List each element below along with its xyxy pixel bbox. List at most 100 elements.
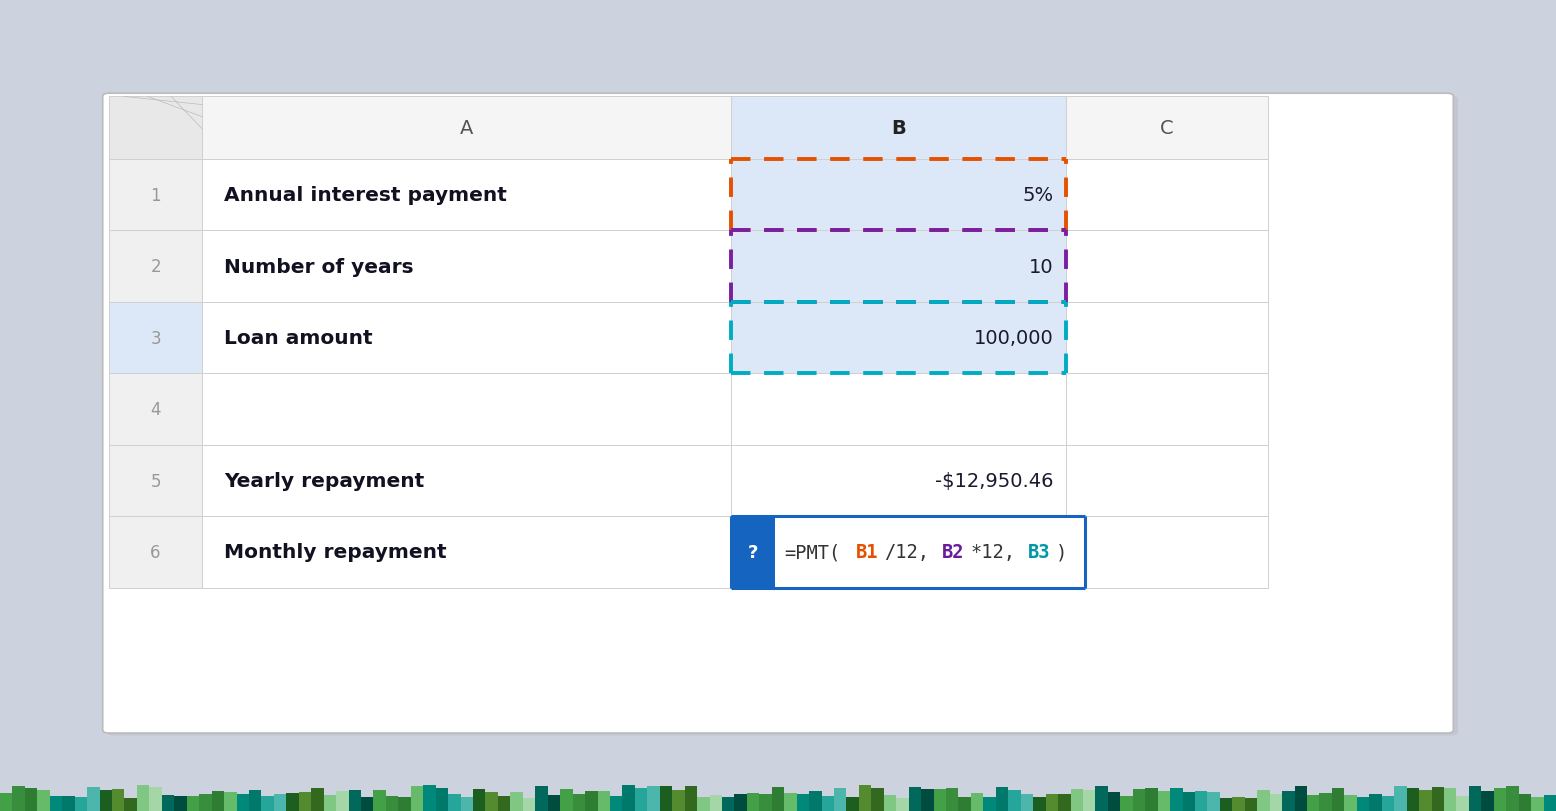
Bar xyxy=(386,796,398,811)
Bar xyxy=(1270,794,1282,811)
Bar xyxy=(1382,796,1394,811)
Bar xyxy=(1220,798,1232,811)
Text: -$12,950.46: -$12,950.46 xyxy=(935,471,1053,491)
Bar xyxy=(1170,788,1183,811)
Bar xyxy=(697,797,710,811)
Bar xyxy=(109,160,202,231)
Bar xyxy=(1066,374,1268,445)
Bar xyxy=(1108,792,1120,811)
Bar xyxy=(1095,787,1108,811)
Bar xyxy=(610,796,622,811)
Bar xyxy=(1519,794,1531,811)
Bar xyxy=(523,797,535,811)
Bar xyxy=(1481,791,1494,811)
Bar xyxy=(846,797,859,811)
Bar xyxy=(1066,97,1268,160)
Bar xyxy=(249,790,261,811)
Bar xyxy=(286,793,299,811)
Bar xyxy=(436,787,448,811)
Bar xyxy=(37,790,50,811)
Bar xyxy=(1432,787,1444,811)
Bar xyxy=(1066,231,1268,303)
Text: Annual interest payment: Annual interest payment xyxy=(224,186,507,205)
Bar xyxy=(162,796,174,811)
Text: =PMT(: =PMT( xyxy=(784,543,840,562)
Bar xyxy=(261,796,274,811)
Bar xyxy=(1046,794,1058,811)
Bar xyxy=(202,445,731,517)
Bar xyxy=(202,517,731,588)
Bar xyxy=(548,795,560,811)
Text: B3: B3 xyxy=(1027,543,1050,562)
Bar xyxy=(1071,788,1083,811)
Bar xyxy=(336,792,349,811)
Bar xyxy=(598,791,610,811)
Text: Monthly repayment: Monthly repayment xyxy=(224,543,447,562)
Text: *12,: *12, xyxy=(971,543,1016,562)
Bar xyxy=(485,792,498,811)
Bar xyxy=(25,788,37,811)
Bar xyxy=(349,791,361,811)
Text: 5: 5 xyxy=(151,472,160,490)
Bar xyxy=(100,790,112,811)
Bar xyxy=(109,517,202,588)
Bar xyxy=(448,794,461,811)
Bar xyxy=(1369,794,1382,811)
Bar xyxy=(731,160,1066,231)
Bar xyxy=(361,797,373,811)
Text: Yearly repayment: Yearly repayment xyxy=(224,471,425,491)
Bar xyxy=(50,796,62,811)
Bar xyxy=(473,789,485,811)
Bar xyxy=(772,787,784,811)
Bar xyxy=(1008,790,1021,811)
Bar xyxy=(109,303,202,374)
Bar xyxy=(731,517,775,588)
Bar xyxy=(1295,786,1307,811)
Bar xyxy=(1120,796,1133,811)
Bar xyxy=(109,374,202,445)
Bar xyxy=(809,791,822,811)
Bar xyxy=(1332,788,1344,811)
Text: Loan amount: Loan amount xyxy=(224,328,373,348)
Bar xyxy=(797,795,809,811)
Bar xyxy=(274,794,286,811)
Bar xyxy=(202,97,731,160)
Bar xyxy=(1021,794,1033,811)
Text: Number of years: Number of years xyxy=(224,257,414,277)
Bar xyxy=(1469,787,1481,811)
Bar xyxy=(224,792,237,811)
Bar xyxy=(1319,792,1332,811)
Bar xyxy=(199,794,212,811)
Bar xyxy=(87,787,100,811)
Bar xyxy=(373,790,386,811)
Text: 2: 2 xyxy=(151,258,160,276)
Bar xyxy=(299,792,311,811)
Bar xyxy=(1245,797,1257,811)
Bar xyxy=(212,792,224,811)
Text: 3: 3 xyxy=(151,329,160,347)
Bar xyxy=(1058,794,1071,811)
Bar xyxy=(461,796,473,811)
Bar xyxy=(731,97,1066,160)
Bar xyxy=(174,796,187,811)
Bar xyxy=(560,789,573,811)
Text: B2: B2 xyxy=(941,543,965,562)
Bar xyxy=(1307,795,1319,811)
Bar xyxy=(1183,792,1195,811)
Bar xyxy=(187,796,199,811)
Bar xyxy=(734,794,747,811)
Bar xyxy=(573,794,585,811)
Bar xyxy=(958,797,971,811)
Bar xyxy=(834,787,846,811)
Bar xyxy=(0,793,12,811)
Bar xyxy=(731,374,1066,445)
Bar xyxy=(971,793,983,811)
Bar xyxy=(672,790,685,811)
Bar xyxy=(1158,791,1170,811)
Bar xyxy=(731,303,1066,374)
Bar xyxy=(1456,796,1469,811)
Bar xyxy=(1145,788,1158,811)
Bar xyxy=(685,786,697,811)
Text: ): ) xyxy=(1057,543,1067,562)
Bar xyxy=(510,792,523,811)
